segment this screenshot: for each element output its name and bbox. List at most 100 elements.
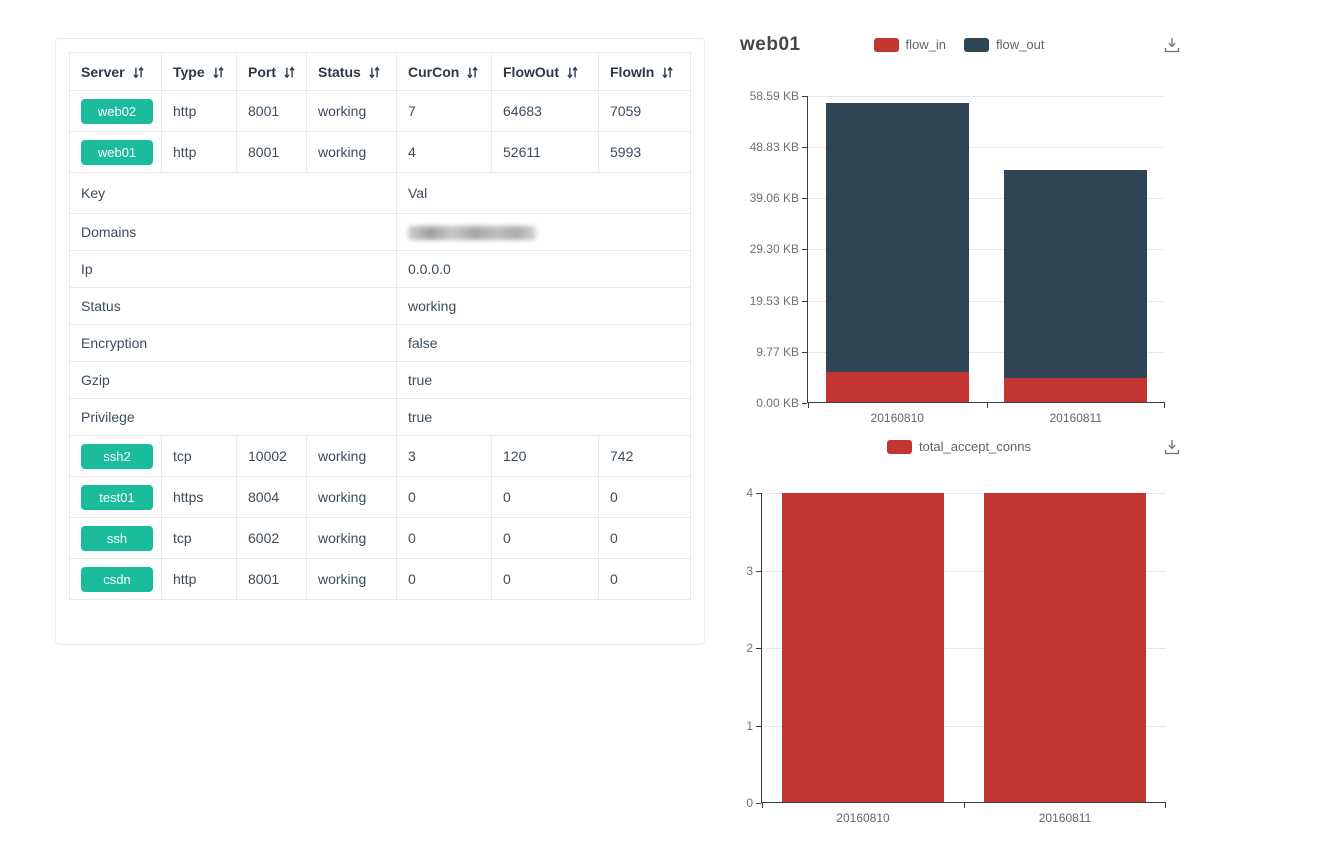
bar-flow-out-20160810[interactable] [825,103,969,373]
y-axis-line [807,96,808,403]
bar-flow-in-20160811[interactable] [1004,378,1148,403]
x-axis-line [761,802,1166,803]
server-badge-test01[interactable]: test01 [81,484,153,510]
flowin-cell: 5993 [598,131,691,173]
y-axis-tick-label: 58.59 KB [749,89,799,103]
flowout-cell: 0 [491,517,599,559]
legend-swatch [873,37,899,52]
download-icon[interactable] [1162,437,1182,457]
x-axis-tick [986,403,988,408]
gridline [762,648,1166,649]
gridline [762,570,1166,572]
kv-key: Privilege [69,398,397,436]
type-cell: tcp [161,435,237,477]
curcon-cell: 0 [396,558,492,600]
status-cell: working [306,90,397,132]
gridline [808,249,1165,251]
column-header-label: Port [248,63,276,80]
flowout-cell: 120 [491,435,599,477]
curcon-cell: 0 [396,476,492,518]
legend-item-flow-in[interactable]: flow_in [873,37,947,52]
kv-row-gzip: Gzip true [69,361,691,399]
kv-key: Ip [69,250,397,288]
domains-value-redacted [408,226,536,241]
chart-legend: flow_in flow_out [728,37,1190,52]
server-row-web01: web01 http 8001 working 4 52611 5993 [69,131,691,173]
status-cell: working [306,476,397,518]
kv-value: false [396,324,691,362]
y-axis-tick [802,96,807,97]
flow-chart-header: web01 flow_in flow_out [728,34,1190,60]
column-header-label: Status [318,63,361,80]
type-cell: https [161,476,237,518]
server-badge-web02[interactable]: web02 [81,98,153,124]
kv-row-privilege: Privilege true [69,398,691,436]
curcon-cell: 3 [396,435,492,477]
kv-value: true [396,398,691,436]
download-icon[interactable] [1162,35,1182,55]
bar-flow-in-20160810[interactable] [825,372,969,403]
key-header: Key [69,172,397,214]
y-axis-tick [756,803,761,804]
curcon-cell: 0 [396,517,492,559]
column-header-label: FlowIn [610,63,655,80]
gridline [808,198,1165,200]
column-header-label: Server [81,63,125,80]
flowout-cell: 64683 [491,90,599,132]
y-axis-tick [802,249,807,251]
server-badge-ssh[interactable]: ssh [81,525,153,551]
type-cell: http [161,131,237,173]
column-header-type[interactable]: Type [161,52,237,91]
server-table-card: Server Type Port Status CurCon FlowOut FlowIn … [55,38,705,645]
flowin-cell: 0 [598,558,691,600]
y-axis-tick-label: 3 [746,563,753,578]
kv-key: Status [69,287,397,325]
gridline [762,493,1166,494]
port-cell: 6002 [236,517,307,559]
type-cell: http [161,90,237,132]
legend-item-total-accept-conns[interactable]: total_accept_conns [886,439,1032,454]
sort-asc-desc-icon [467,66,479,78]
chart-legend: total_accept_conns [728,439,1190,454]
port-cell: 8001 [236,558,307,600]
legend-item-flow-out[interactable]: flow_out [964,37,1044,52]
sort-asc-desc-icon [662,66,674,78]
column-header-flowin[interactable]: FlowIn [598,52,691,91]
server-cell: test01 [69,476,162,518]
column-header-label: FlowOut [503,63,559,80]
legend-label: total_accept_conns [918,439,1032,454]
status-cell: working [306,435,397,477]
status-cell: working [306,131,397,173]
legend-label: flow_out [996,37,1045,52]
bar-total-accept-conns-20160811[interactable] [984,493,1146,803]
y-axis-tick-label: 39.06 KB [749,191,799,206]
y-axis-tick-label: 0.00 KB [756,396,799,410]
gridline [808,147,1165,149]
bar-flow-out-20160811[interactable] [1004,170,1148,379]
y-axis-tick-label: 48.83 KB [749,140,799,155]
server-badge-ssh2[interactable]: ssh2 [81,443,153,469]
key-val-header-row: Key Val [69,172,691,214]
port-cell: 10002 [236,435,307,477]
legend-swatch [886,439,912,454]
column-header-curcon[interactable]: CurCon [396,52,492,91]
column-header-port[interactable]: Port [236,52,307,91]
flow-chart: web01 flow_in flow_out 0.00 KB 9.77 KB 19.5… [728,28,1190,430]
curcon-cell: 7 [396,90,492,132]
server-badge-web01[interactable]: web01 [81,139,153,165]
server-badge-csdn[interactable]: csdn [81,566,153,592]
bar-total-accept-conns-20160810[interactable] [782,493,944,803]
column-header-server[interactable]: Server [69,52,162,91]
server-row-web02: web02 http 8001 working 7 64683 7059 [69,90,691,132]
gridline [808,300,1165,302]
y-axis-tick-label: 2 [746,641,753,655]
column-header-flowout[interactable]: FlowOut [491,52,599,91]
chart-title: web01 [740,34,801,55]
server-row-test01: test01 https 8004 working 0 0 0 [69,476,691,518]
legend-label: flow_in [905,37,947,52]
kv-key: Gzip [69,361,397,399]
y-axis-tick-label: 0 [746,796,753,810]
column-header-status[interactable]: Status [306,52,397,91]
x-axis-tick [1165,803,1166,808]
gridline [762,725,1166,727]
